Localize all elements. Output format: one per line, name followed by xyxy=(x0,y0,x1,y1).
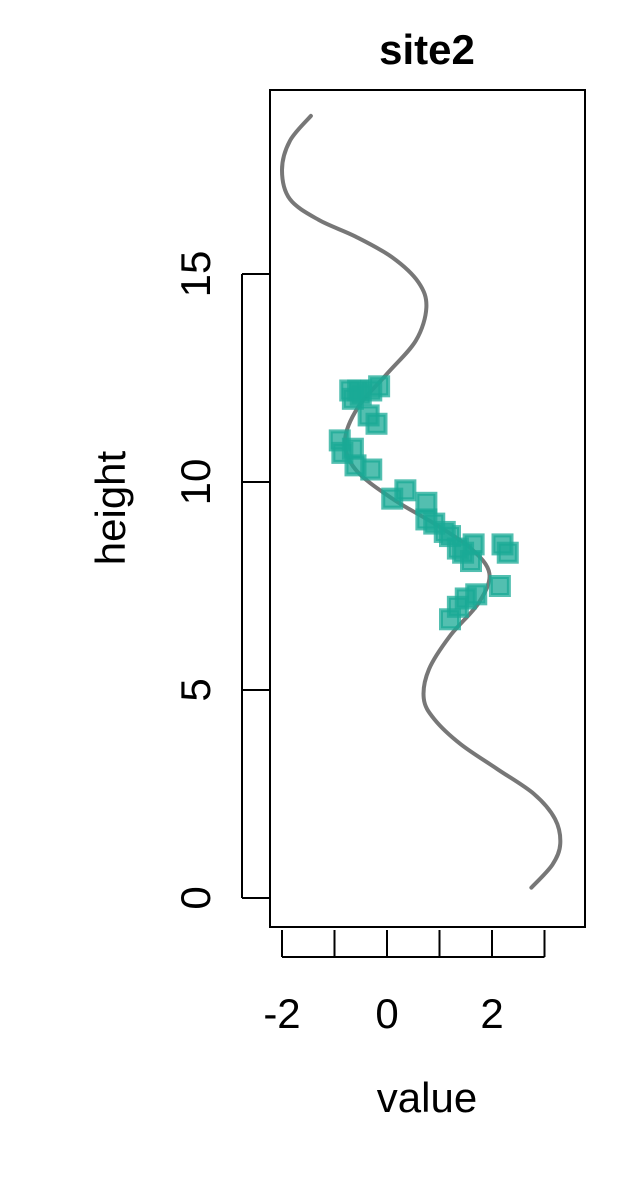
x-axis-label: value xyxy=(377,1074,477,1121)
y-tick-label: 5 xyxy=(172,678,219,701)
data-point xyxy=(460,550,482,573)
chart-title: site2 xyxy=(379,26,475,73)
y-tick-label: 10 xyxy=(172,459,219,506)
x-tick-label: 2 xyxy=(480,990,503,1037)
fitted-curve-layer xyxy=(279,113,563,890)
data-point xyxy=(488,575,511,597)
plot-frame xyxy=(269,89,586,928)
x-tick-label: -2 xyxy=(263,990,300,1037)
x-tick-label: 0 xyxy=(375,990,398,1037)
data-point xyxy=(360,458,383,481)
data-point xyxy=(439,608,461,631)
y-tick-label: 0 xyxy=(172,886,219,909)
fitted-curve-line xyxy=(279,113,563,890)
data-point xyxy=(365,412,388,435)
y-tick-label: 15 xyxy=(172,251,219,298)
x-axis: -2 0 2 xyxy=(263,930,546,1037)
y-axis-label: height xyxy=(87,450,134,565)
data-point xyxy=(496,541,519,564)
y-axis: 0 5 10 15 xyxy=(172,251,270,910)
data-point xyxy=(394,479,417,502)
data-points-layer xyxy=(328,375,519,631)
data-point xyxy=(360,379,383,402)
